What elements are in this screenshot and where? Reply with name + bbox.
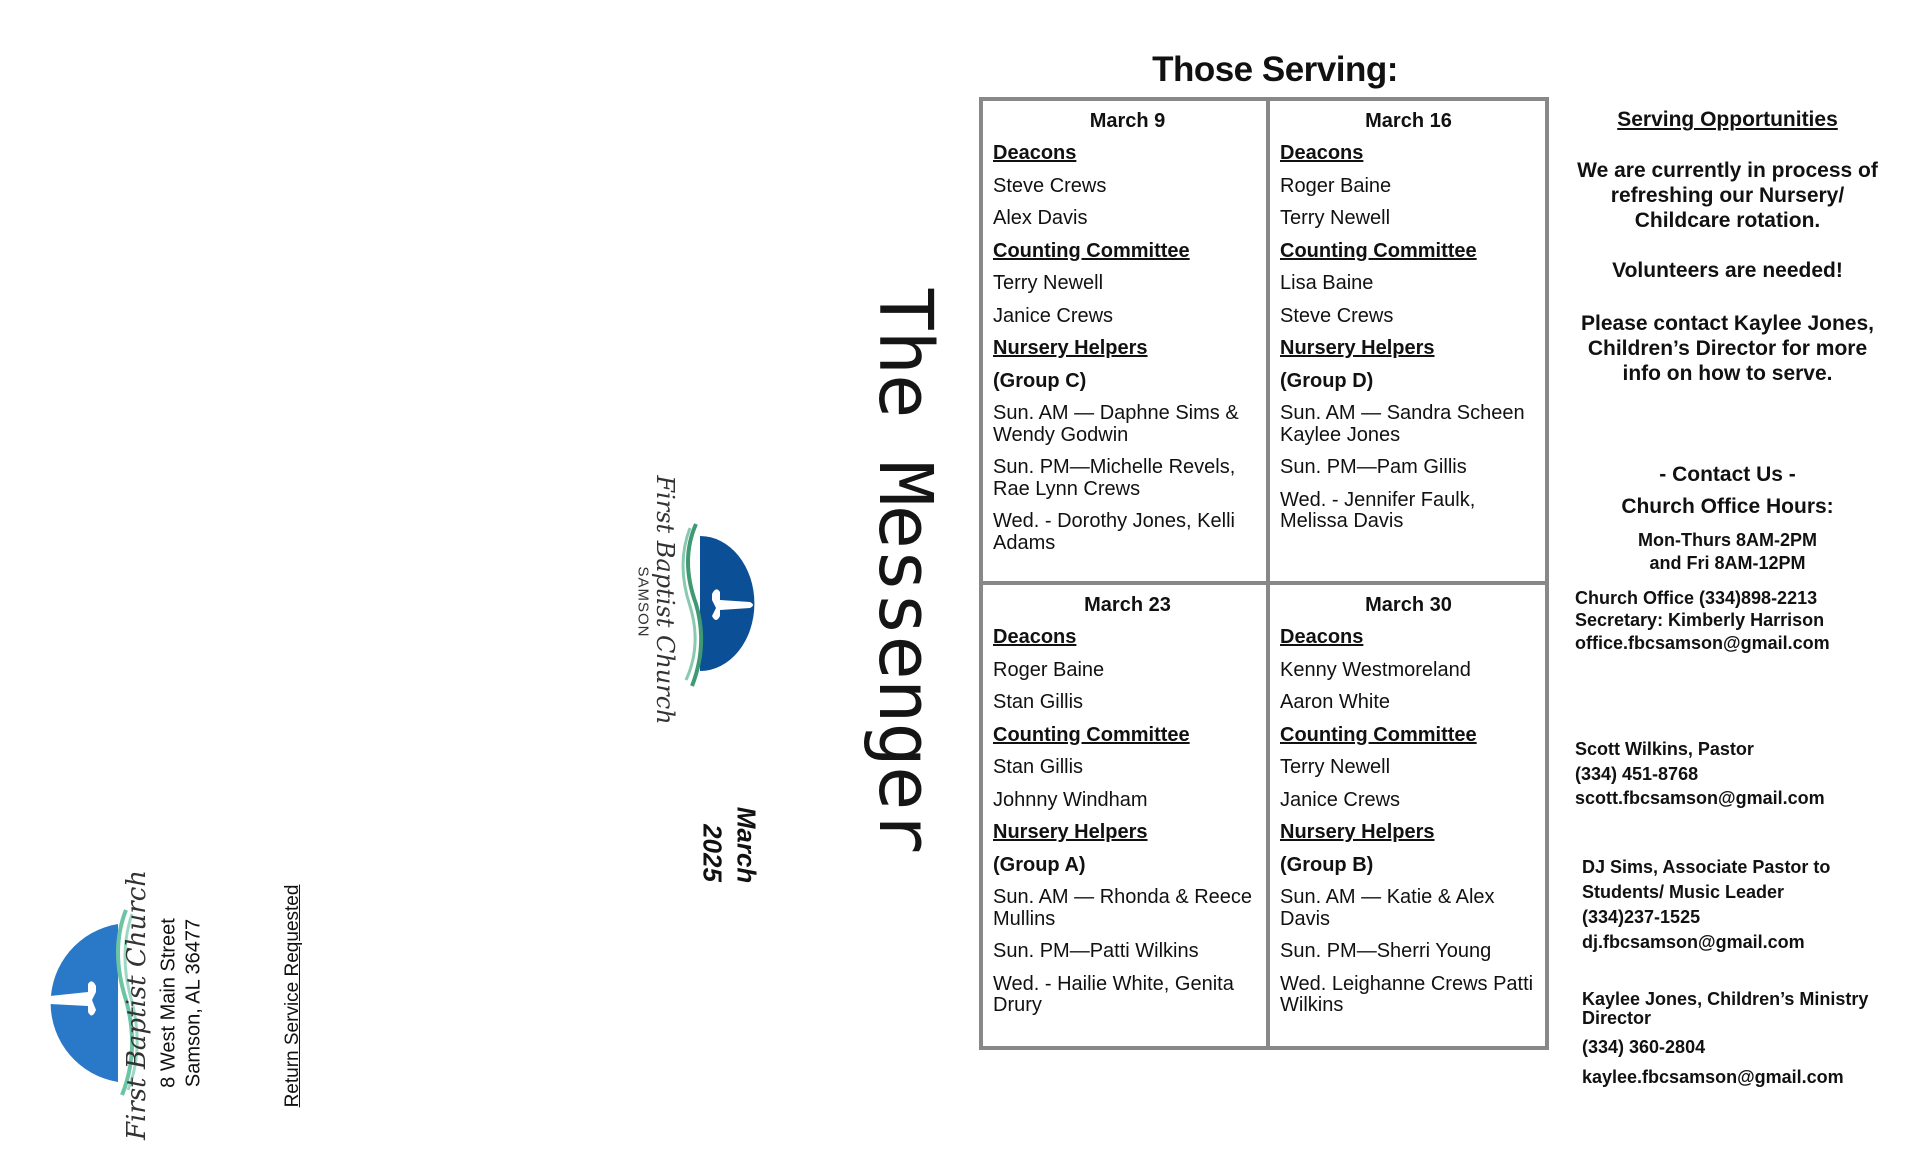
nursery-helpers-heading: Nursery Helpers (993, 821, 1148, 843)
pastor-phone: (334) 451-8768 (1575, 764, 1699, 784)
church-logo-mailing (46, 909, 139, 1096)
secretary: Secretary: Kimberly Harrison (1575, 610, 1825, 630)
cover-logo-subtext: SAMSON (634, 566, 652, 638)
return-service-notice: Return Service Requested (282, 884, 303, 1108)
childrens-director-email[interactable]: kaylee.fbcsamson@gmail.com (1582, 1067, 1844, 1087)
serving-week-cell: March 23 Deacons Roger Baine Stan Gillis Cou… (979, 581, 1270, 1050)
nursery-assignment: Sun. PM—Patti Wilkins (993, 940, 1199, 962)
counting-committee-heading: Counting Committee (1280, 239, 1477, 262)
pastor-title: Scott Wilkins, Pastor (1575, 739, 1754, 759)
nursery-assignment: Wed. - Jennifer Faulk, Melissa Davis (1280, 488, 1476, 532)
deacons-heading: Deacons (993, 626, 1077, 648)
church-logo-cover (681, 523, 755, 687)
nursery-assignment: Wed. Leighanne Crews Patti Wilkins (1280, 972, 1534, 1016)
associate-pastor-title: DJ Sims, Associate Pastor to (1582, 857, 1831, 877)
counting-member-name: Johnny Windham (993, 788, 1148, 811)
serving-title: Those Serving: (1152, 50, 1398, 89)
opportunities-heading: Serving Opportunities (1617, 108, 1838, 131)
deacon-name: Roger Baine (1280, 174, 1392, 197)
address-line2: Samson, AL 36477 (182, 918, 205, 1088)
opportunities-para2: Volunteers are needed! (1612, 259, 1843, 282)
office-email[interactable]: office.fbcsamson@gmail.com (1575, 633, 1830, 653)
office-hours-line1: Mon-Thurs 8AM-2PM (1638, 530, 1817, 550)
associate-pastor-email[interactable]: dj.fbcsamson@gmail.com (1582, 932, 1805, 952)
counting-member-name: Steve Crews (1280, 304, 1394, 327)
church-logo-text: First Baptist Church (122, 869, 152, 1141)
office-hours-label: Church Office Hours: (1621, 495, 1834, 518)
deacon-name: Aaron White (1280, 691, 1391, 713)
nursery-group: (Group B) (1280, 853, 1374, 876)
counting-member-name: Janice Crews (993, 304, 1114, 327)
deacon-name: Stan Gillis (993, 691, 1084, 713)
newsletter-title: The Messenger (862, 286, 948, 854)
associate-pastor-phone: (334)237-1525 (1582, 907, 1701, 927)
counting-member-name: Terry Newell (993, 272, 1104, 294)
office-phone: Church Office (334)898-2213 (1575, 588, 1818, 608)
nursery-group: (Group C) (993, 369, 1087, 392)
nursery-assignment: Sun. AM — Daphne Sims & Wendy Godwin (993, 402, 1239, 446)
nursery-helpers-heading: Nursery Helpers (1280, 821, 1435, 843)
issue-month: March (731, 806, 762, 884)
childrens-director-phone: (334) 360-2804 (1582, 1037, 1706, 1057)
nursery-assignment: Sun. AM — Katie & Alex Davis (1280, 886, 1495, 930)
nursery-assignment: Wed. - Hailie White, Genita Drury (993, 972, 1234, 1016)
childrens-director-title: Kaylee Jones, Children’s Ministry Direct… (1582, 989, 1869, 1028)
serving-week-cell: March 16 Deacons Roger Baine Terry Newell Co… (1266, 97, 1549, 585)
opportunities-para3: Please contact Kaylee Jones, Children’s … (1581, 312, 1874, 385)
deacons-heading: Deacons (993, 142, 1077, 164)
nursery-helpers-heading: Nursery Helpers (1280, 337, 1435, 359)
week-date: March 23 (1084, 594, 1171, 616)
pastor-email[interactable]: scott.fbcsamson@gmail.com (1575, 788, 1825, 808)
opportunities-para1: We are currently in process of refreshin… (1577, 159, 1878, 232)
associate-pastor-title2: Students/ Music Leader (1582, 882, 1785, 902)
issue-year: 2025 (697, 824, 728, 882)
counting-member-name: Terry Newell (1280, 756, 1391, 778)
nursery-group: (Group A) (993, 853, 1086, 876)
counting-member-name: Janice Crews (1280, 788, 1401, 811)
week-date: March 30 (1365, 594, 1452, 616)
serving-week-cell: March 9 Deacons Steve Crews Alex Davis Count… (979, 97, 1270, 585)
nursery-assignment: Sun. PM—Sherri Young (1280, 940, 1492, 962)
address-line1: 8 West Main Street (157, 918, 180, 1088)
week-date: March 16 (1365, 110, 1452, 132)
counting-committee-heading: Counting Committee (1280, 723, 1477, 746)
cover-logo-text: First Baptist Church (651, 475, 679, 725)
week-date: March 9 (1089, 110, 1166, 132)
nursery-assignment: Sun. AM — Rhonda & Reece Mullins (993, 886, 1253, 930)
contact-heading: - Contact Us - (1659, 463, 1796, 486)
counting-member-name: Lisa Baine (1280, 272, 1374, 294)
deacon-name: Steve Crews (993, 174, 1107, 197)
serving-week-cell: March 30 Deacons Kenny Westmoreland Aaron W… (1266, 581, 1549, 1050)
deacon-name: Kenny Westmoreland (1280, 658, 1471, 681)
counting-committee-heading: Counting Committee (993, 239, 1190, 262)
counting-member-name: Stan Gillis (993, 756, 1084, 778)
nursery-helpers-heading: Nursery Helpers (993, 337, 1148, 359)
deacons-heading: Deacons (1280, 142, 1364, 164)
counting-committee-heading: Counting Committee (993, 723, 1190, 746)
nursery-group: (Group D) (1280, 369, 1374, 392)
nursery-assignment: Sun. PM—Pam Gillis (1280, 456, 1467, 478)
nursery-assignment: Sun. AM — Sandra Scheen Kaylee Jones (1280, 402, 1525, 446)
nursery-assignment: Sun. PM—Michelle Revels, Rae Lynn Crews (993, 456, 1236, 500)
deacon-name: Terry Newell (1280, 207, 1391, 229)
office-hours-line2: and Fri 8AM-12PM (1649, 553, 1806, 573)
deacon-name: Roger Baine (993, 658, 1105, 681)
deacons-heading: Deacons (1280, 626, 1364, 648)
deacon-name: Alex Davis (993, 207, 1088, 229)
nursery-assignment: Wed. - Dorothy Jones, Kelli Adams (993, 510, 1235, 554)
